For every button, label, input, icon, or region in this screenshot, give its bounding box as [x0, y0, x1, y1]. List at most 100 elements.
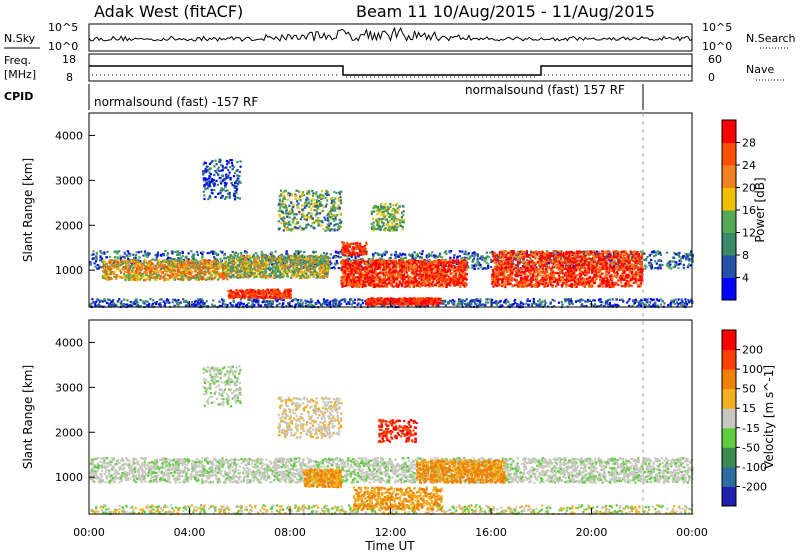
range-gate-cell: [238, 259, 241, 262]
range-gate-cell: [133, 265, 136, 268]
range-gate-cell: [124, 264, 127, 268]
range-gate-cell: [426, 255, 429, 258]
range-gate-cell: [229, 259, 232, 262]
range-gate-cell: [319, 264, 323, 267]
range-gate-cell: [531, 305, 534, 308]
range-gate-cell: [109, 272, 112, 276]
range-gate-cell: [453, 254, 456, 257]
range-gate-cell: [608, 302, 611, 305]
range-gate-cell: [461, 300, 464, 303]
range-gate-cell: [160, 298, 163, 301]
range-gate-cell: [294, 303, 298, 306]
range-gate-cell: [105, 266, 108, 269]
range-gate-cell: [221, 302, 224, 305]
range-gate-cell: [123, 272, 126, 275]
range-gate-cell: [433, 254, 436, 257]
range-gate-cell: [281, 255, 284, 258]
range-gate-cell: [490, 303, 494, 306]
range-gate-cell: [322, 252, 325, 255]
range-gate-cell: [487, 266, 490, 269]
range-gate-cell: [326, 299, 329, 302]
cpid-segment-1: normalsound (fast) -157 RF: [94, 95, 258, 109]
range-gate-cell: [252, 253, 255, 256]
range-gate-cell: [217, 272, 220, 276]
range-gate-cell: [638, 301, 641, 304]
range-gate-cell: [305, 259, 308, 262]
range-gate-cell: [605, 255, 608, 258]
range-gate-cell: [225, 270, 228, 273]
range-gate-cell: [202, 263, 205, 266]
range-gate-cell: [152, 276, 155, 279]
range-gate-cell: [581, 305, 584, 308]
range-gate-cell: [213, 304, 216, 307]
range-gate-cell: [265, 255, 268, 259]
range-gate-cell: [584, 300, 587, 303]
range-gate-cell: [154, 259, 157, 262]
range-gate-cell: [341, 253, 344, 256]
range-gate-cell: [497, 301, 500, 304]
range-gate-cell: [350, 298, 353, 301]
range-gate-cell: [389, 256, 392, 259]
range-gate-cell: [649, 298, 652, 301]
range-gate-cell: [284, 268, 287, 271]
range-gate-cell: [382, 304, 385, 307]
range-gate-cell: [481, 258, 484, 261]
range-gate-cell: [158, 273, 161, 276]
range-gate-cell: [273, 276, 276, 279]
range-gate-cell: [646, 255, 649, 259]
range-gate-cell: [339, 261, 343, 264]
range-gate-cell: [180, 260, 183, 263]
freq-panel-frame: [88, 53, 693, 82]
range-gate-cell: [628, 298, 631, 301]
range-gate-cell: [149, 261, 152, 265]
range-gate-cell: [666, 262, 669, 265]
range-gate-cell: [152, 272, 156, 275]
range-gate-cell: [133, 272, 136, 275]
range-gate-cell: [595, 250, 598, 253]
range-gate-cell: [603, 305, 606, 308]
range-gate-cell: [659, 298, 662, 301]
range-gate-cell: [101, 252, 104, 255]
range-gate-cell: [177, 265, 181, 268]
range-gate-cell: [673, 302, 677, 306]
range-gate-cell: [679, 303, 683, 306]
range-gate-cell: [648, 254, 651, 257]
range-gate-cell: [633, 301, 636, 304]
range-gate-cell: [158, 305, 161, 308]
range-gate-cell: [209, 251, 212, 254]
range-gate-cell: [200, 275, 204, 278]
range-gate-cell: [407, 275, 410, 278]
range-gate-cell: [543, 299, 546, 302]
range-gate-cell: [104, 300, 107, 303]
range-gate-cell: [257, 303, 260, 306]
range-gate-cell: [142, 300, 145, 303]
range-gate-cell: [626, 301, 629, 304]
range-gate-cell: [154, 268, 158, 271]
range-gate-cell: [246, 260, 249, 263]
range-gate-cell: [188, 263, 191, 266]
range-gate-cell: [177, 299, 180, 302]
range-gate-cell: [134, 260, 137, 263]
range-gate-cell: [466, 302, 469, 305]
range-gate-cell: [133, 302, 136, 305]
range-gate-cell: [195, 303, 198, 306]
range-gate-cell: [338, 304, 341, 307]
range-gate-cell: [166, 252, 170, 255]
range-gate-cell: [278, 269, 281, 272]
range-gate-cell: [242, 265, 245, 268]
range-gate-cell: [132, 301, 135, 304]
range-gate-cell: [145, 255, 148, 258]
range-gate-cell: [331, 303, 335, 306]
range-gate-cell: [374, 252, 377, 255]
range-gate-cell: [677, 298, 680, 301]
range-gate-cell: [567, 298, 570, 301]
range-gate-cell: [327, 301, 330, 304]
range-gate-cell: [215, 274, 218, 277]
range-gate-cell: [669, 263, 672, 266]
range-gate-cell: [541, 300, 544, 303]
range-gate-cell: [499, 299, 502, 303]
range-gate-cell: [256, 267, 259, 270]
range-gate-cell: [203, 302, 206, 305]
range-gate-cell: [538, 305, 541, 308]
range-gate-cell: [214, 257, 217, 260]
